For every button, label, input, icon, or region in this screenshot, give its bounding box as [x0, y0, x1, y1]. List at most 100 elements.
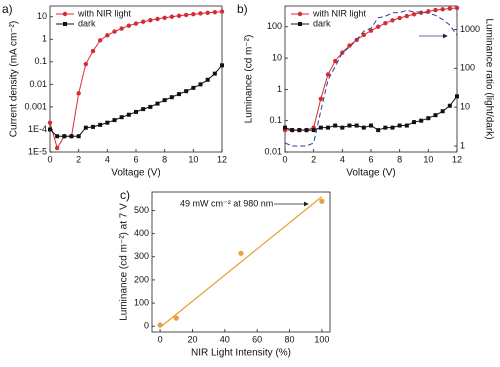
point — [404, 123, 409, 128]
point — [198, 82, 203, 87]
y-tick-label: 0.1 — [269, 115, 282, 125]
point — [318, 125, 323, 130]
y-tick-label: 200 — [134, 274, 149, 284]
fit-line — [159, 196, 323, 328]
point — [90, 48, 96, 54]
series-line — [49, 11, 223, 150]
point — [433, 7, 438, 13]
x-tick-label: 20 — [187, 334, 197, 344]
x-axis-label: Voltage (V) — [111, 168, 160, 179]
point — [426, 116, 431, 121]
point — [383, 125, 388, 130]
x-tick-label: 60 — [252, 334, 262, 344]
point — [454, 5, 460, 11]
x-tick-label: 0 — [47, 154, 52, 164]
plot-frame — [151, 191, 331, 333]
point — [177, 92, 181, 97]
plot-frame — [49, 5, 223, 153]
point — [54, 145, 60, 151]
point — [283, 125, 287, 130]
x-tick-label: 12 — [452, 154, 462, 164]
x-tick-label: 6 — [368, 154, 373, 164]
point — [318, 96, 324, 102]
point — [390, 18, 395, 23]
point — [155, 101, 160, 106]
series-line — [284, 9, 458, 147]
point — [304, 128, 309, 133]
annotation: 49 mW cm⁻² at 980 nm — [180, 198, 273, 208]
point — [157, 322, 163, 328]
point — [55, 134, 60, 139]
point — [140, 19, 146, 24]
y-axis-label: Luminance (cd m⁻²) — [244, 35, 255, 124]
y-tick-label: 500 — [134, 205, 149, 215]
point — [412, 120, 416, 125]
y2-tick-label: 1000 — [460, 24, 480, 34]
point — [69, 134, 74, 139]
point — [148, 104, 153, 109]
point — [411, 12, 417, 17]
point — [191, 11, 196, 17]
panel-label: b) — [237, 2, 248, 16]
point — [440, 109, 445, 114]
point — [119, 26, 124, 31]
point — [419, 118, 424, 123]
point — [98, 122, 103, 127]
x-tick-label: 40 — [220, 334, 230, 344]
x-tick-label: 8 — [397, 154, 402, 164]
x-axis-label: Voltage (V) — [346, 168, 395, 179]
x-tick-label: 6 — [133, 154, 138, 164]
legend-label: with NIR light — [312, 8, 367, 18]
point — [404, 13, 410, 19]
point — [126, 23, 132, 28]
point — [148, 18, 153, 23]
point — [347, 123, 352, 128]
legend-label: dark — [78, 18, 96, 28]
point — [126, 112, 131, 117]
point — [48, 127, 52, 132]
y-tick-label: 1 — [277, 84, 282, 94]
y-tick-label: 1 — [42, 34, 47, 44]
point — [162, 15, 167, 20]
y-tick-label: 10 — [37, 11, 47, 21]
point — [91, 124, 95, 129]
y-tick-label: 10 — [272, 52, 282, 62]
panel-label: a) — [2, 2, 13, 16]
point — [447, 6, 453, 11]
point — [212, 9, 218, 15]
point — [141, 107, 146, 112]
point — [155, 16, 160, 22]
point — [105, 33, 110, 38]
legend-marker — [297, 11, 303, 17]
y2-axis-label: Luminance ratio (light/dark) — [483, 18, 494, 139]
x-tick-label: 2 — [76, 154, 81, 164]
point — [205, 77, 210, 82]
legend-marker — [63, 22, 67, 26]
point — [376, 128, 381, 133]
y-tick-label: 100 — [134, 297, 149, 307]
point — [361, 125, 366, 130]
point — [433, 113, 438, 118]
point — [319, 198, 325, 204]
point — [97, 38, 103, 43]
point — [311, 128, 316, 133]
y2-tick-label: 1 — [460, 140, 465, 150]
point — [162, 98, 167, 103]
y-tick-label: 1E-4 — [28, 124, 47, 134]
point — [198, 11, 203, 16]
point — [347, 43, 352, 48]
point — [173, 315, 179, 321]
x-tick-label: 80 — [285, 334, 295, 344]
point — [169, 95, 174, 100]
point — [105, 120, 110, 125]
point — [133, 21, 139, 26]
point — [220, 63, 224, 68]
point — [325, 72, 331, 77]
x-tick-label: 100 — [314, 334, 329, 344]
point — [440, 7, 445, 12]
point — [47, 120, 53, 125]
series-line — [49, 64, 223, 137]
point — [447, 103, 452, 108]
point — [369, 123, 373, 128]
